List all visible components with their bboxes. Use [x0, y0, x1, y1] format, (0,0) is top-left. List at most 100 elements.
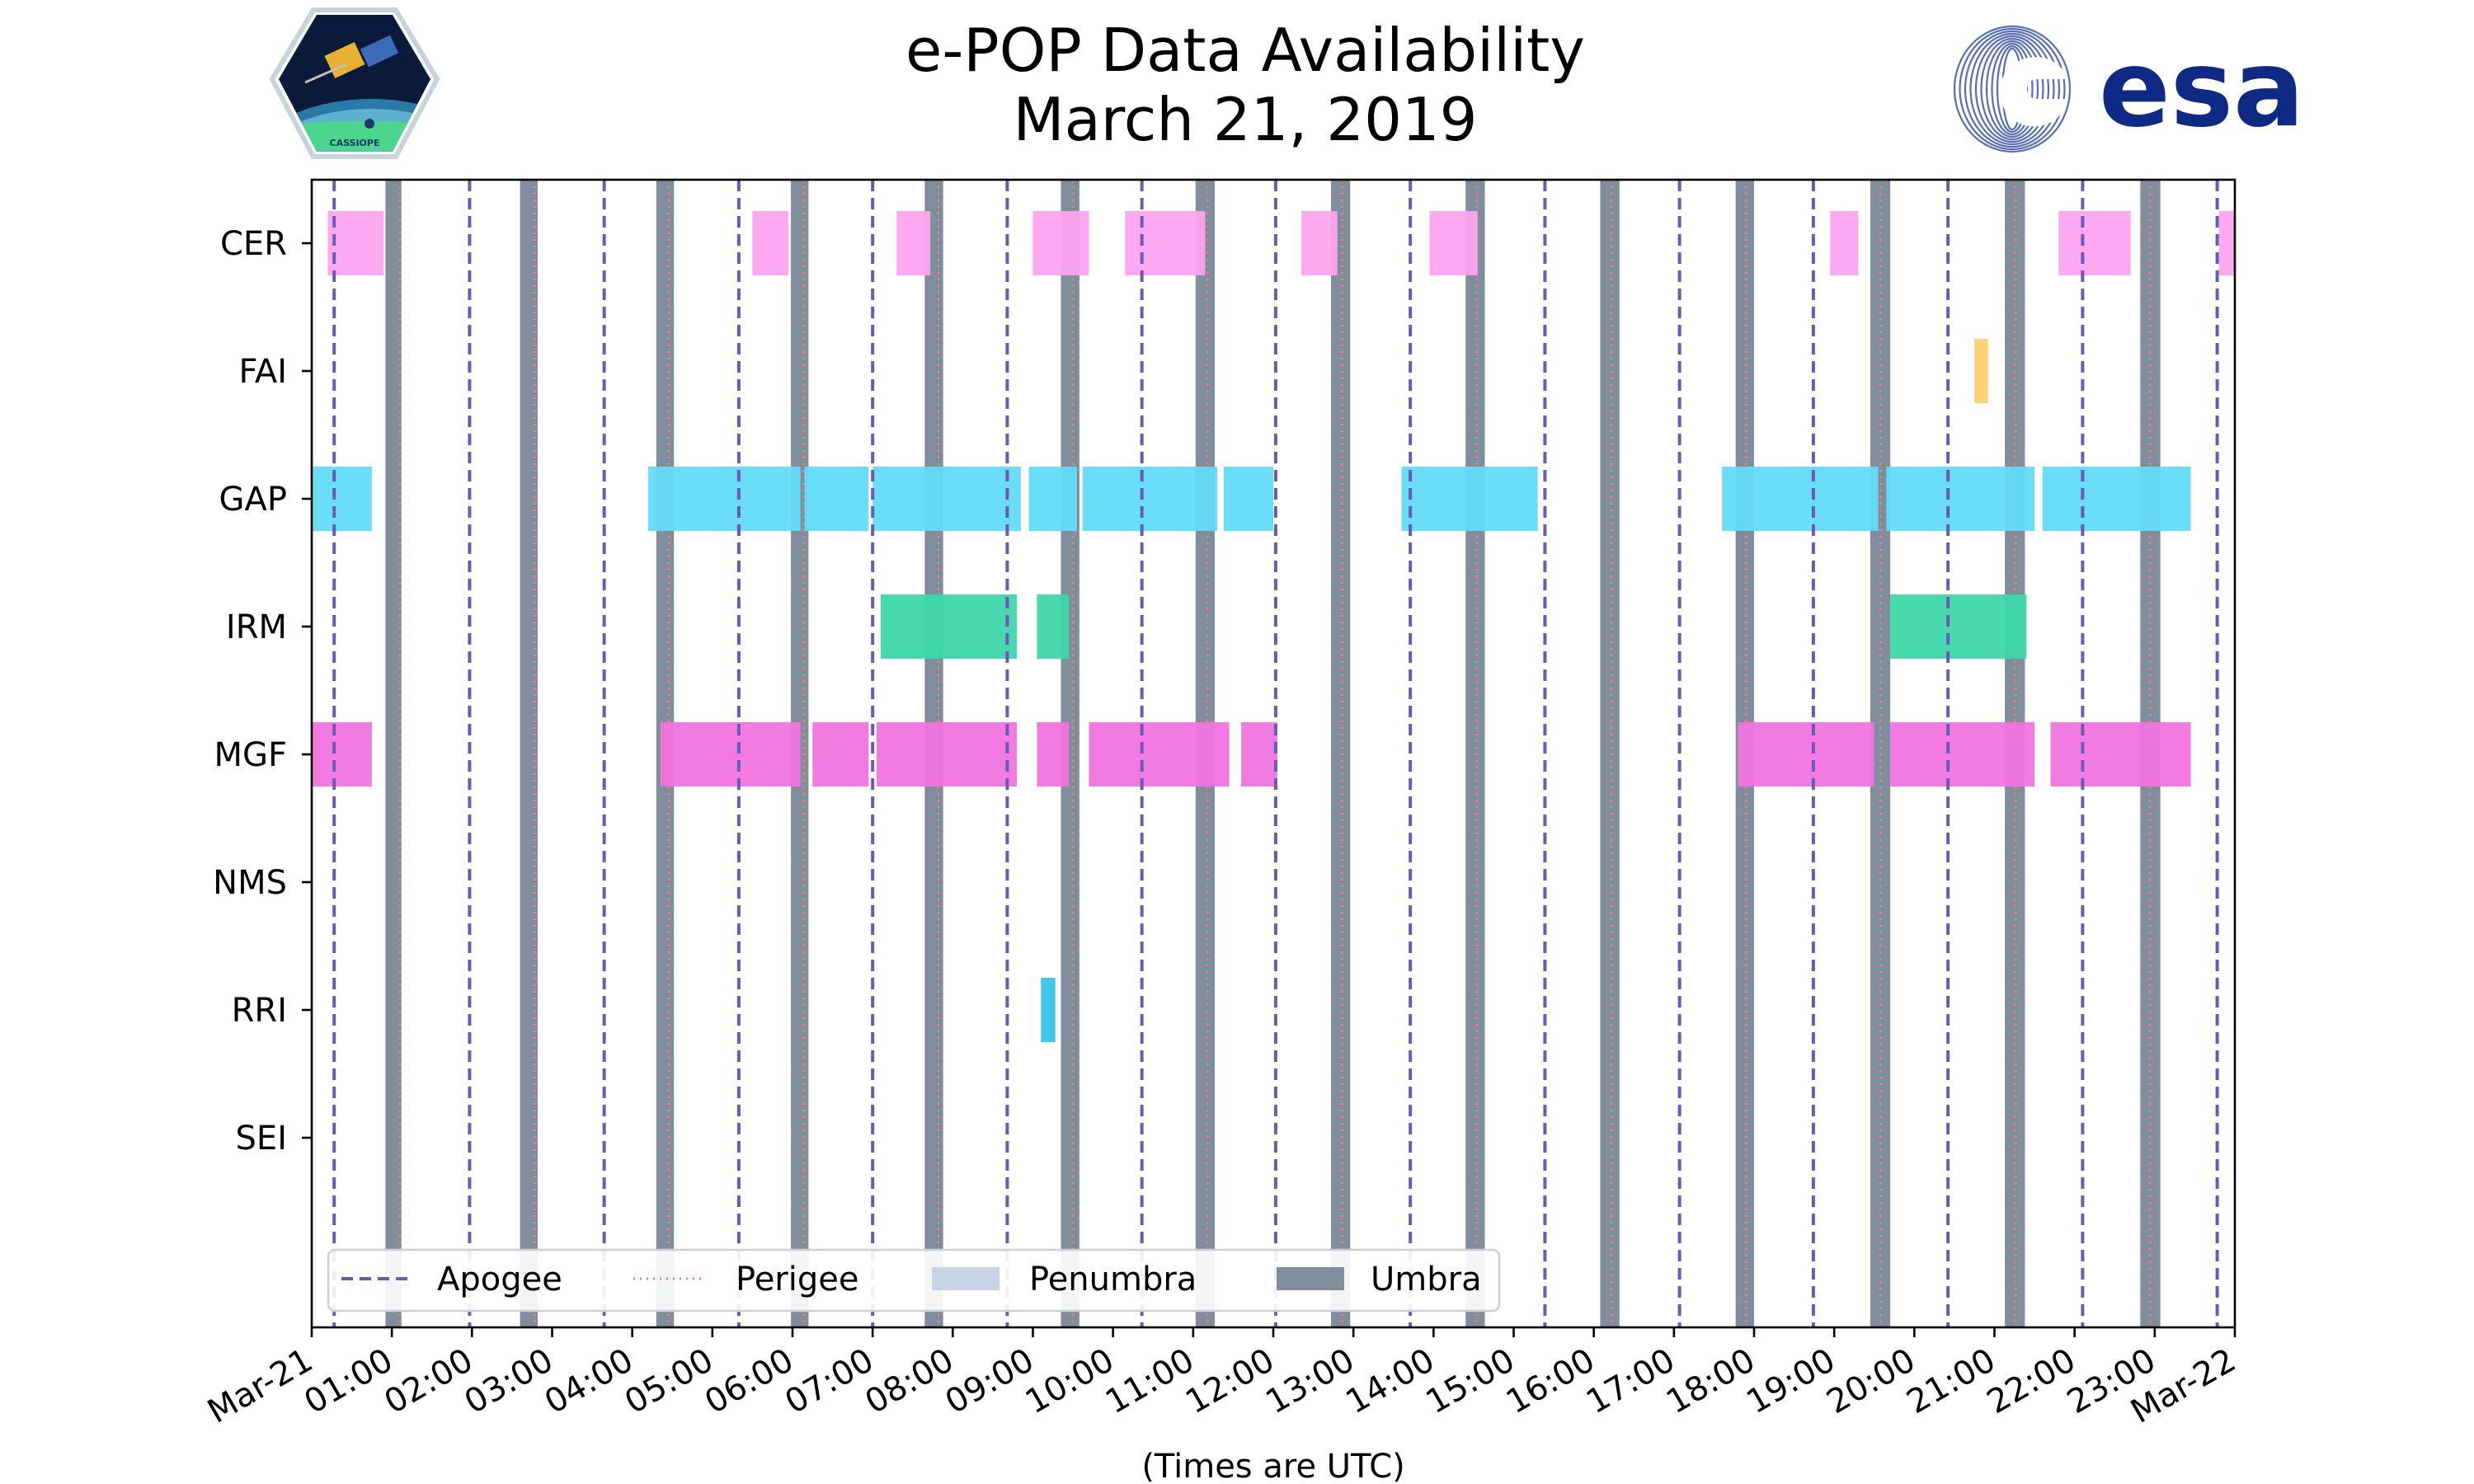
- data-bar-gap: [312, 467, 372, 531]
- data-bar-gap: [1028, 467, 1077, 531]
- x-tick-label: 12:00: [1179, 1341, 1281, 1421]
- data-bar-cer: [1429, 211, 1478, 275]
- legend-swatch-penumbra: [932, 1267, 999, 1290]
- data-bars: [312, 211, 2235, 1042]
- y-tick-label-cer: CER: [220, 225, 287, 263]
- chart-subtitle: March 21, 2019: [1014, 85, 1478, 154]
- data-bar-mgf: [1890, 722, 2035, 787]
- data-bar-mgf: [312, 722, 372, 787]
- y-tick-label-mgf: MGF: [214, 736, 287, 774]
- data-bar-mgf: [2050, 722, 2191, 787]
- x-tick-label: 03:00: [459, 1341, 560, 1421]
- esa-logo-text: esa: [2099, 28, 2304, 151]
- x-tick-label: 08:00: [858, 1341, 960, 1421]
- x-tick-label: 02:00: [378, 1341, 479, 1421]
- esa-logo-arc: [1974, 35, 2050, 143]
- esa-logo-arc: [1953, 25, 2072, 153]
- data-bar-irm: [1037, 594, 1070, 659]
- x-tick-label: 18:00: [1660, 1341, 1761, 1421]
- esa-logo: esa: [1953, 25, 2304, 153]
- esa-logo-arc: [1969, 32, 2055, 146]
- x-tick-label: 13:00: [1259, 1341, 1361, 1421]
- data-bar-cer: [752, 211, 789, 275]
- data-bar-mgf: [1738, 722, 1874, 787]
- data-bar-irm: [1890, 594, 2027, 659]
- data-bar-gap: [648, 467, 801, 531]
- data-bar-gap: [1082, 467, 1217, 531]
- y-tick-label-nms: NMS: [213, 864, 287, 902]
- legend-label-penumbra: Penumbra: [1029, 1261, 1197, 1298]
- cassiope-logo-text: CASSIOPE: [330, 138, 380, 148]
- data-bar-cer: [1032, 211, 1089, 275]
- data-bar-gap: [1886, 467, 2035, 531]
- x-axis-label: (Times are UTC): [1141, 1448, 1404, 1484]
- satellite-icon: [304, 35, 399, 84]
- chart-title: e-POP Data Availability: [905, 16, 1585, 85]
- y-axis: CER FAI GAP IRM MGF NMS RRI SEI: [213, 225, 312, 1158]
- x-tick-label: 11:00: [1099, 1341, 1201, 1421]
- data-bar-fai: [1974, 339, 1988, 403]
- data-bar-mgf: [1241, 722, 1277, 787]
- x-tick-label: 21:00: [1901, 1341, 2002, 1421]
- y-tick-label-fai: FAI: [239, 353, 288, 391]
- data-bar-cer: [1830, 211, 1859, 275]
- legend-label-apogee: Apogee: [437, 1261, 562, 1298]
- x-tick-label: 05:00: [618, 1341, 720, 1421]
- esa-logo-arc: [1964, 30, 2061, 148]
- apogee-lines: [332, 180, 2219, 1327]
- legend-swatch-umbra: [1277, 1267, 1344, 1290]
- data-bar-mgf: [1037, 722, 1070, 787]
- data-bar-mgf: [877, 722, 1018, 787]
- esa-logo-e-mark: [1999, 57, 2068, 127]
- data-bar-gap: [1223, 467, 1273, 531]
- x-tick-label: 06:00: [698, 1341, 800, 1421]
- data-bar-gap: [1722, 467, 1879, 531]
- x-tick-label: 14:00: [1339, 1341, 1441, 1421]
- esa-logo-arc: [1985, 40, 2039, 139]
- y-tick-label-rri: RRI: [232, 992, 287, 1030]
- esa-logo-arc: [1980, 37, 2044, 141]
- x-tick-label: 04:00: [539, 1341, 640, 1421]
- umbra-band: [520, 180, 539, 1327]
- x-tick-label: 15:00: [1420, 1341, 1522, 1421]
- data-bar-mgf: [812, 722, 869, 787]
- x-tick-label: 10:00: [1019, 1341, 1121, 1421]
- x-tick-label: 19:00: [1740, 1341, 1841, 1421]
- x-tick-label: 22:00: [1981, 1341, 2082, 1421]
- x-tick-label: 20:00: [1820, 1341, 1921, 1421]
- data-bar-cer: [2058, 211, 2131, 275]
- esa-logo-arc: [1991, 42, 2034, 136]
- y-tick-label-irm: IRM: [226, 608, 287, 646]
- data-bar-cer: [327, 211, 384, 275]
- legend-box: [327, 1248, 1501, 1313]
- x-tick-label: 16:00: [1500, 1341, 1602, 1421]
- data-bar-rri: [1041, 978, 1056, 1042]
- data-bar-irm: [880, 594, 1018, 659]
- umbra-band: [385, 180, 402, 1327]
- umbra-band: [1600, 180, 1620, 1327]
- data-bar-gap: [1401, 467, 1538, 531]
- x-tick-label: 09:00: [939, 1341, 1041, 1421]
- data-bar-cer: [896, 211, 931, 275]
- data-bar-cer: [1125, 211, 1206, 275]
- x-tick-label: 07:00: [778, 1341, 880, 1421]
- legend-label-umbra: Umbra: [1371, 1261, 1482, 1298]
- legend-label-perigee: Perigee: [736, 1261, 858, 1298]
- legend: Apogee Perigee Penumbra Umbra: [327, 1248, 1501, 1313]
- esa-logo-arc: [1959, 27, 2066, 151]
- x-tick-label: 17:00: [1580, 1341, 1681, 1421]
- data-bar-cer: [1301, 211, 1338, 275]
- data-bar-gap: [804, 467, 869, 531]
- x-tick-label: 01:00: [298, 1341, 399, 1421]
- data-bar-cer: [2218, 211, 2235, 275]
- data-bar-gap: [872, 467, 1021, 531]
- x-axis: Mar-2101:0002:0003:0004:0005:0006:0007:0…: [201, 1327, 2242, 1431]
- y-tick-label-gap: GAP: [219, 481, 287, 519]
- data-bar-mgf: [660, 722, 801, 787]
- data-bar-mgf: [1089, 722, 1230, 787]
- data-bar-gap: [2042, 467, 2191, 531]
- y-tick-label-sei: SEI: [236, 1120, 287, 1158]
- umbra-band: [1330, 180, 1351, 1327]
- umbra-band: [1465, 180, 1485, 1327]
